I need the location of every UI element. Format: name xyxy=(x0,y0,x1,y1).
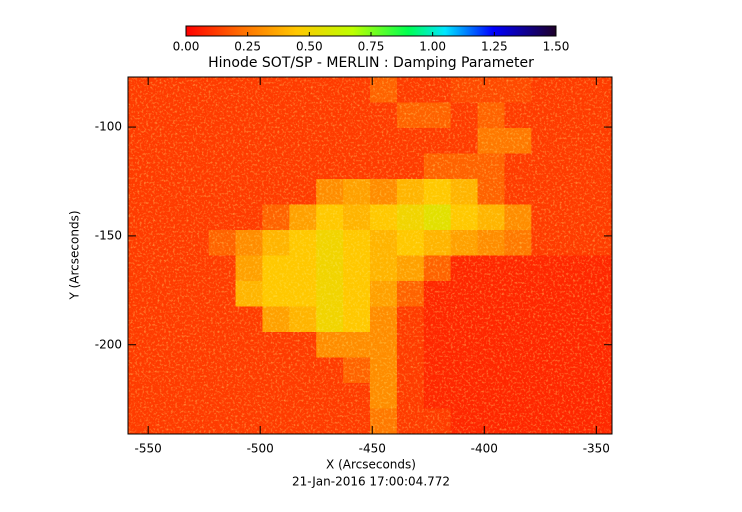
texture xyxy=(128,77,612,434)
x-tick-label: -550 xyxy=(135,442,162,456)
x-tick-label: -350 xyxy=(583,442,610,456)
colorbar-tick-label: 0.25 xyxy=(234,40,261,54)
colorbar-tick-label: 0.00 xyxy=(173,40,200,54)
y-tick-label: -200 xyxy=(95,337,122,351)
y-tick-label: -150 xyxy=(95,228,122,242)
colorbar-tick-label: 1.50 xyxy=(543,40,570,54)
colorbar-tick-label: 0.75 xyxy=(358,40,385,54)
colorbar-tick-label: 1.00 xyxy=(419,40,446,54)
chart-title: Hinode SOT/SP - MERLIN : Damping Paramet… xyxy=(208,55,534,71)
footer: 21-Jan-2016 17:00:04.772 xyxy=(292,475,450,489)
x-tick-label: -450 xyxy=(359,442,386,456)
colorbar-tick-label: 1.25 xyxy=(481,40,508,54)
colorbar-tick-label: 0.50 xyxy=(296,40,323,54)
y-tick-label: -100 xyxy=(95,120,122,134)
x-tick-label: -400 xyxy=(471,442,498,456)
y-axis-label: Y (Arcseconds) xyxy=(68,210,82,300)
x-axis-label: X (Arcseconds) xyxy=(326,458,416,472)
plot-frame xyxy=(127,76,613,435)
x-tick-label: -500 xyxy=(247,442,274,456)
